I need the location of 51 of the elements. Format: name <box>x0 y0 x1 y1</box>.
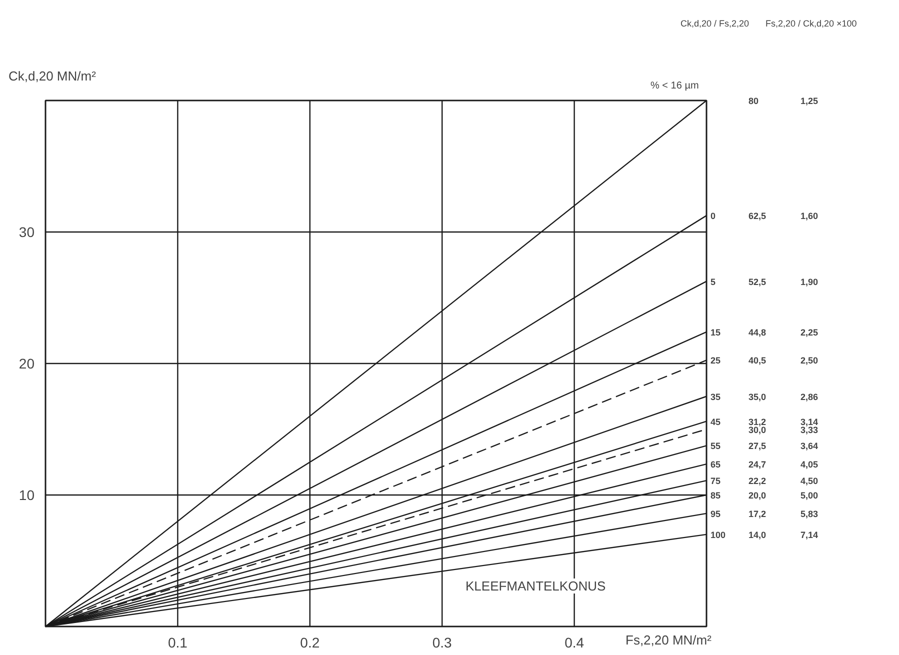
text: 35,0 <box>748 392 766 402</box>
x-tick-label: 0.2 <box>300 634 320 650</box>
series-label: 65 <box>710 460 721 470</box>
series-label: 100 <box>710 530 726 540</box>
series-label: 45 <box>710 416 721 427</box>
text: 31,2 <box>748 416 766 427</box>
series-label: 95 <box>710 508 721 519</box>
text: 4,50 <box>800 476 818 486</box>
text: 2,86 <box>800 392 818 402</box>
series-label: 35 <box>710 392 721 402</box>
text: 22,2 <box>748 476 766 486</box>
series-label: 85 <box>710 490 721 500</box>
x-tick-label: 0.4 <box>564 634 584 650</box>
text: 3,64 <box>800 441 818 452</box>
text: 2,25 <box>800 327 818 338</box>
series-label: 75 <box>710 476 721 486</box>
x-tick-label: 0.3 <box>432 634 452 650</box>
text: Fs,2,20 / Ck,d,20 ×100 <box>766 18 857 28</box>
series-label: 5 <box>710 276 716 287</box>
text: 80 <box>748 96 759 106</box>
text: 24,7 <box>748 460 766 470</box>
text: 27,5 <box>748 441 766 452</box>
y-tick-label: 10 <box>18 487 35 503</box>
text: 1,90 <box>800 276 818 287</box>
text: 4,05 <box>800 460 818 470</box>
text: 17,2 <box>748 508 766 519</box>
annotation: KLEEFMANTELKONUS <box>466 578 606 594</box>
text: 44,8 <box>748 327 766 338</box>
y-axis-title: Ck,d,20 MN/m² <box>8 68 97 84</box>
text: Ck,d,20 / Fs,2,20 <box>680 18 750 28</box>
series-label: 55 <box>710 441 721 452</box>
series-label: 0 <box>710 211 716 222</box>
text: 7,14 <box>800 530 818 540</box>
text: 5,83 <box>800 508 818 519</box>
text: 52,5 <box>748 276 766 287</box>
text: 40,5 <box>748 356 766 366</box>
text: 62,5 <box>748 211 766 222</box>
y-tick-label: 20 <box>18 356 35 372</box>
text: 3,14 <box>800 416 818 427</box>
series-label: 15 <box>710 327 721 338</box>
text: 1,60 <box>800 211 818 222</box>
text: 5,00 <box>800 490 818 500</box>
y-tick-label: 30 <box>18 224 35 240</box>
text: 14,0 <box>748 530 766 540</box>
text: % < 16 µm <box>650 80 699 92</box>
x-axis-title: Fs,2,20 MN/m² <box>626 632 712 648</box>
text: 2,50 <box>800 356 818 366</box>
series-label: 25 <box>710 356 721 366</box>
text: 20,0 <box>748 490 766 500</box>
text: 1,25 <box>800 96 818 106</box>
x-tick-label: 0.1 <box>168 634 188 650</box>
